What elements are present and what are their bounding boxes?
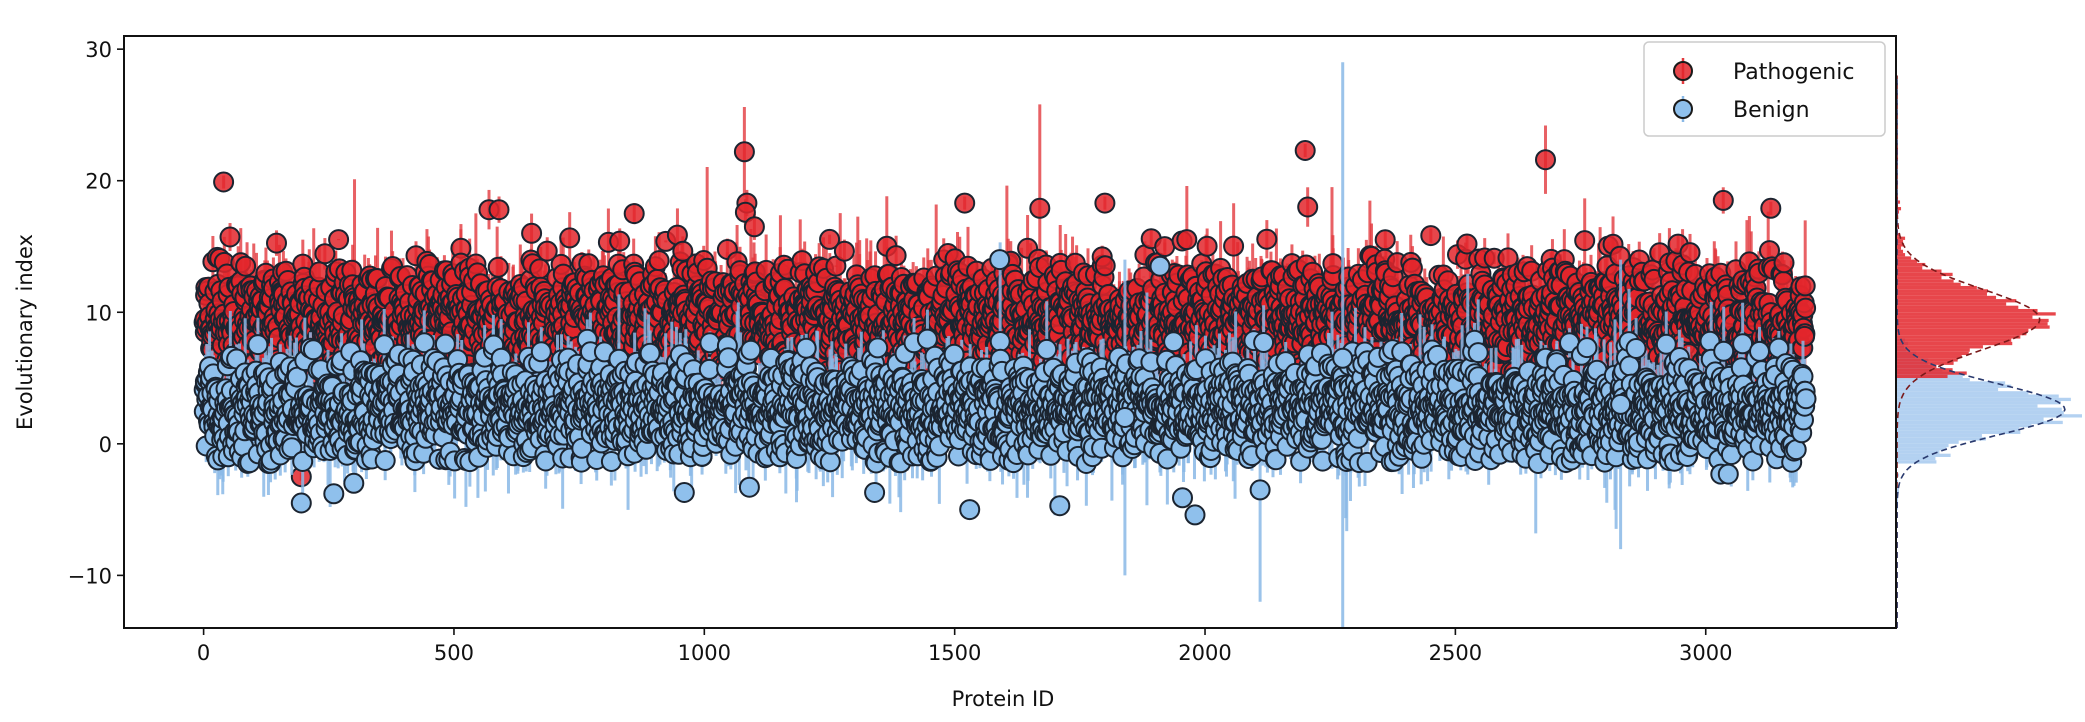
- histogram-bar: [1897, 441, 1959, 444]
- histogram-bar: [1897, 266, 1922, 269]
- histogram-bar: [1897, 411, 2064, 414]
- histogram-bar: [1897, 355, 1962, 358]
- histogram-bar: [1897, 302, 2006, 305]
- data-point: [221, 228, 240, 247]
- histogram-bar: [1897, 391, 2028, 394]
- histogram-bar: [1897, 339, 2011, 342]
- histogram-bar: [1897, 444, 1949, 447]
- histogram-bar: [1897, 371, 1967, 374]
- histogram-bar: [1897, 378, 1970, 381]
- histogram-bar: [1897, 276, 1941, 279]
- histogram-bar: [1897, 401, 2061, 404]
- histogram-bar: [1897, 408, 2062, 411]
- histogram-bar: [1897, 365, 1936, 368]
- histogram-bar: [1897, 418, 2044, 421]
- histogram-bar: [1897, 437, 1986, 440]
- histogram-bar: [1897, 385, 2011, 388]
- data-point: [267, 234, 286, 253]
- histogram-bar: [1897, 345, 1983, 348]
- histogram-bar: [1897, 414, 2082, 417]
- histogram-bar: [1897, 279, 1954, 282]
- data-point: [560, 228, 579, 247]
- histogram-bar: [1897, 312, 2056, 315]
- data-point: [489, 258, 508, 277]
- histogram-bar: [1897, 286, 1977, 289]
- histogram-bar: [1897, 454, 1951, 457]
- histogram-bar: [1897, 263, 1925, 266]
- scatter-plot-area: [195, 62, 1816, 654]
- histogram-bar: [1897, 335, 2020, 338]
- histogram-bar: [1897, 319, 2049, 322]
- histogram-bar: [1897, 398, 2071, 401]
- histogram-bar: [1897, 260, 1917, 263]
- histogram-bar: [1897, 447, 1947, 450]
- data-point: [650, 251, 669, 270]
- histogram-bar: [1897, 299, 2016, 302]
- histogram-bar: [1897, 358, 1958, 361]
- data-point: [530, 259, 549, 278]
- marginal-histogram: [1897, 76, 2082, 629]
- histogram-bar: [1897, 306, 2018, 309]
- histogram-bar: [1897, 352, 1969, 355]
- histogram-bar: [1897, 404, 2038, 407]
- histogram-bar: [1897, 309, 2038, 312]
- histogram-bar: [1897, 283, 1961, 286]
- histogram-bar: [1897, 434, 1982, 437]
- histogram-bar: [1897, 332, 2026, 335]
- histogram-bar: [1897, 325, 2050, 328]
- data-point: [610, 232, 629, 251]
- histogram-bar: [1897, 293, 1987, 296]
- histogram-bar: [1897, 296, 1996, 299]
- data-point: [887, 246, 906, 265]
- histogram-bar: [1897, 256, 1911, 259]
- histogram-bar: [1897, 250, 1903, 253]
- data-point: [236, 257, 255, 276]
- data-point: [329, 230, 348, 249]
- histogram-bar: [1897, 322, 2048, 325]
- histogram-bar: [1897, 427, 2019, 430]
- histogram-bar: [1897, 394, 2059, 397]
- histogram-bar: [1897, 316, 2032, 319]
- histogram-bar: [1897, 253, 1905, 256]
- histogram-bar: [1897, 457, 1935, 460]
- data-point: [835, 242, 854, 261]
- histogram-bar: [1897, 329, 2028, 332]
- histogram-bar: [1897, 424, 2031, 427]
- histogram-bar: [1897, 289, 1988, 292]
- histogram-bar: [1897, 388, 1998, 391]
